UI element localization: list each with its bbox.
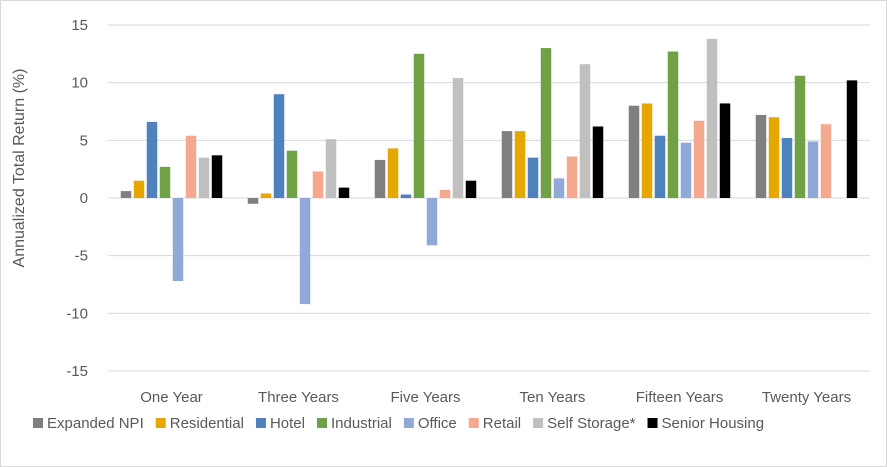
bars bbox=[120, 38, 858, 305]
legend-item: Expanded NPI bbox=[33, 415, 144, 432]
bar bbox=[755, 114, 767, 198]
bar bbox=[781, 138, 793, 198]
bar bbox=[807, 141, 819, 198]
legend-swatch bbox=[647, 418, 658, 428]
legend-swatch bbox=[468, 418, 479, 428]
bar bbox=[273, 94, 285, 198]
legend-label: Industrial bbox=[331, 415, 392, 432]
legend-item: Office bbox=[403, 415, 457, 432]
bar bbox=[706, 38, 718, 199]
bar bbox=[514, 131, 526, 198]
gridlines bbox=[108, 24, 870, 372]
category-label: Three Years bbox=[258, 389, 339, 406]
legend-label: Residential bbox=[170, 415, 244, 432]
legend-label: Retail bbox=[483, 415, 521, 432]
bar bbox=[452, 78, 464, 198]
bar bbox=[654, 135, 666, 198]
legend-label: Hotel bbox=[270, 415, 305, 432]
bar bbox=[566, 156, 578, 198]
bar bbox=[527, 157, 539, 198]
bar bbox=[159, 166, 171, 198]
category-label: Ten Years bbox=[520, 389, 586, 406]
y-tick-label: 10 bbox=[71, 75, 88, 92]
legend-swatch bbox=[255, 418, 266, 428]
category-label: Twenty Years bbox=[762, 389, 851, 406]
bar bbox=[628, 105, 640, 198]
bar bbox=[592, 126, 604, 198]
bar bbox=[312, 171, 324, 198]
bar bbox=[426, 198, 438, 246]
bar bbox=[439, 189, 451, 198]
bar bbox=[693, 120, 705, 198]
bar bbox=[579, 64, 591, 199]
y-tick-label: -5 bbox=[75, 248, 88, 265]
bar bbox=[387, 148, 399, 198]
bar bbox=[146, 121, 158, 198]
legend-label: Expanded NPI bbox=[47, 415, 144, 432]
legend-item: Residential bbox=[155, 415, 244, 432]
bar bbox=[667, 51, 679, 198]
bar bbox=[133, 180, 145, 198]
bar bbox=[247, 198, 259, 204]
legend-item: Senior Housing bbox=[647, 415, 765, 432]
category-labels: One Year Three Years Five Years Ten Years Fi… bbox=[140, 389, 851, 406]
legend-label: Senior Housing bbox=[662, 415, 765, 432]
bar bbox=[413, 53, 425, 198]
y-axis-title: Annualized Total Return (%) bbox=[11, 69, 28, 268]
bar bbox=[185, 135, 197, 198]
bar bbox=[338, 187, 350, 198]
legend-swatch bbox=[33, 418, 43, 428]
bar bbox=[172, 198, 184, 282]
legend-item: Hotel bbox=[255, 415, 305, 432]
y-tick-label: -10 bbox=[66, 305, 88, 322]
y-tick-label: -15 bbox=[66, 363, 88, 380]
bar bbox=[820, 124, 832, 198]
bar bbox=[465, 180, 477, 198]
bar bbox=[299, 198, 311, 305]
bar bbox=[768, 117, 780, 198]
bar bbox=[540, 48, 552, 198]
bar bbox=[120, 191, 132, 198]
bar bbox=[846, 80, 858, 198]
legend-item: Retail bbox=[468, 415, 521, 432]
bar bbox=[719, 103, 731, 198]
bar bbox=[260, 193, 272, 198]
legend-swatch bbox=[316, 418, 327, 428]
y-tick-label: 15 bbox=[71, 17, 88, 34]
bar bbox=[374, 159, 386, 198]
category-label: Fifteen Years bbox=[636, 389, 724, 406]
bar bbox=[553, 178, 565, 198]
y-tick-label: 0 bbox=[80, 190, 88, 207]
legend-swatch bbox=[155, 418, 166, 428]
legend-item: Industrial bbox=[316, 415, 392, 432]
bar bbox=[680, 142, 692, 198]
bar bbox=[400, 194, 412, 198]
legend: Expanded NPI Residential Hotel Industrial Of… bbox=[33, 415, 764, 432]
bar bbox=[286, 150, 298, 198]
legend-label: Self Storage* bbox=[547, 415, 636, 432]
bar bbox=[211, 155, 223, 198]
legend-swatch bbox=[403, 418, 414, 428]
y-tick-label: 5 bbox=[80, 132, 88, 149]
bar bbox=[198, 157, 210, 198]
bar bbox=[641, 103, 653, 198]
bar bbox=[325, 139, 337, 198]
legend-label: Office bbox=[418, 415, 457, 432]
legend-item: Self Storage* bbox=[533, 415, 636, 432]
category-label: One Year bbox=[140, 389, 203, 406]
category-label: Five Years bbox=[390, 389, 460, 406]
legend-swatch bbox=[533, 418, 544, 428]
bar bbox=[794, 75, 806, 198]
bar bbox=[501, 131, 513, 198]
y-tick-labels: 15 10 5 0 -5 -10 -15 bbox=[66, 17, 88, 380]
